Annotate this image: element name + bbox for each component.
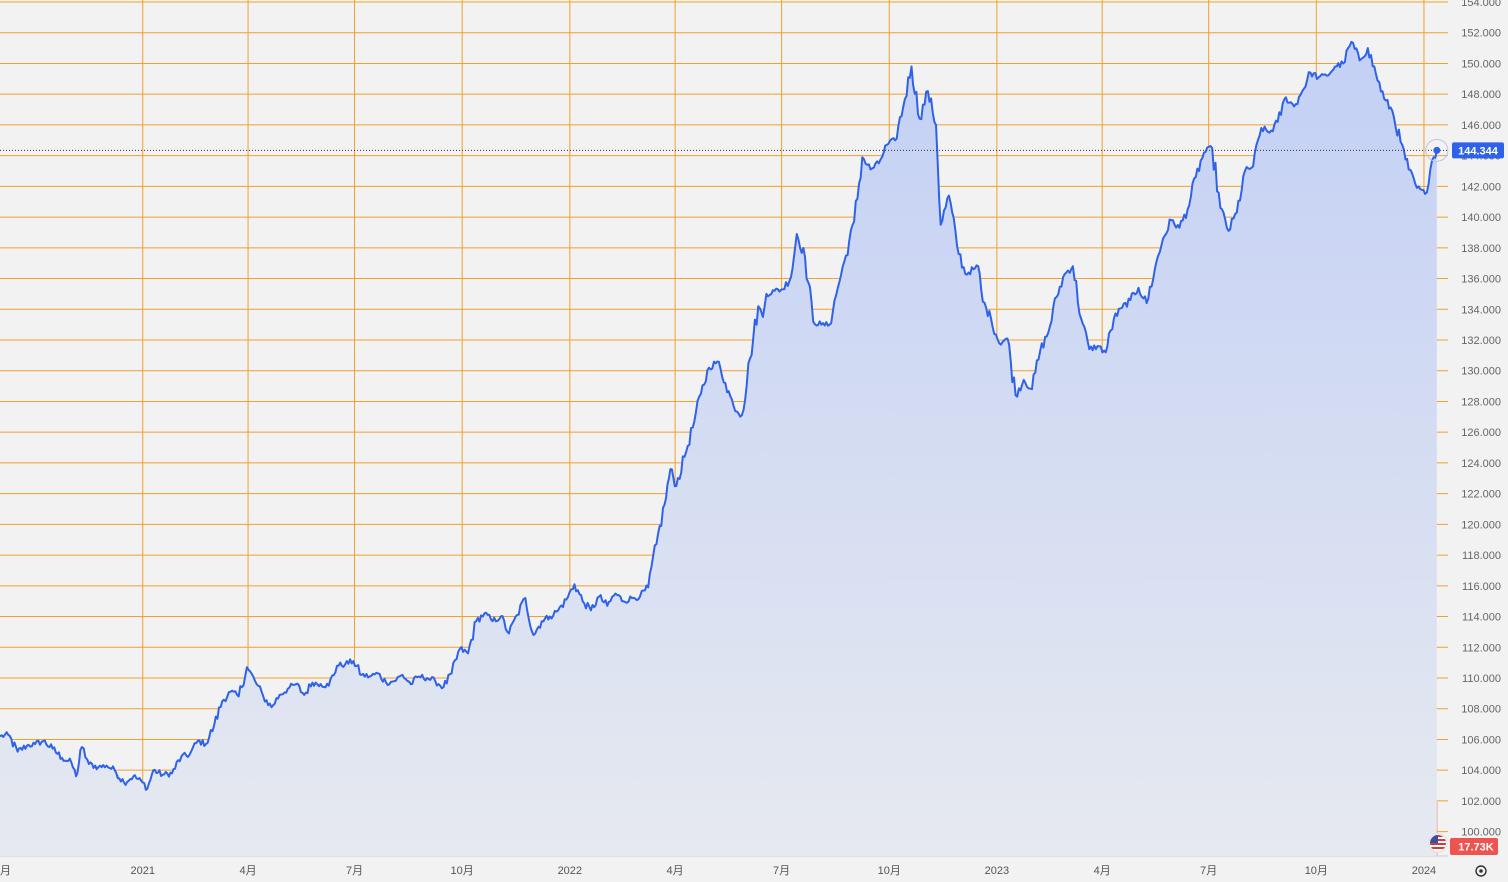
- x-tick-label: 2021: [131, 865, 155, 877]
- x-tick-label: 7月: [346, 865, 363, 877]
- volume-badge: 17.73K: [1428, 833, 1498, 855]
- price-area: [0, 41, 1437, 856]
- y-tick-label: 152.000: [1461, 28, 1501, 40]
- y-tick-label: 106.000: [1461, 734, 1501, 746]
- y-tick-label: 112.000: [1462, 642, 1501, 654]
- y-tick-label: 114.000: [1462, 612, 1501, 624]
- y-tick-label: 136.000: [1461, 274, 1501, 286]
- y-tick-label: 132.000: [1461, 335, 1501, 347]
- y-tick-label: 102.000: [1461, 796, 1501, 808]
- y-tick-label: 116.000: [1462, 581, 1501, 593]
- y-tick-label: 108.000: [1461, 704, 1501, 716]
- y-tick-label: 118.000: [1462, 550, 1501, 562]
- y-tick-label: 150.000: [1461, 58, 1501, 70]
- y-tick-label: 128.000: [1461, 396, 1501, 408]
- y-tick-label: 138.000: [1461, 243, 1501, 255]
- x-tick-label: 10月: [878, 865, 901, 877]
- last-price-badge-bg: [1452, 142, 1504, 159]
- y-tick-label: 148.000: [1461, 89, 1501, 101]
- x-tick-label: 7月: [1200, 865, 1217, 877]
- y-tick-label: 122.000: [1461, 489, 1501, 501]
- y-tick-label: 130.000: [1461, 366, 1501, 378]
- x-tick-label: 月: [0, 865, 11, 877]
- x-tick-label: 2022: [558, 865, 582, 877]
- volume-bar: [1436, 802, 1438, 856]
- x-tick-label: 4月: [667, 865, 684, 877]
- settings-gear-icon[interactable]: [1475, 865, 1487, 877]
- x-tick-label: 7月: [773, 865, 790, 877]
- x-tick-label: 10月: [1305, 865, 1328, 877]
- us-flag-icon: [1428, 833, 1448, 853]
- x-tick-label: 4月: [239, 865, 256, 877]
- y-tick-label: 134.000: [1461, 304, 1501, 316]
- volume-label: 17.73K: [1458, 842, 1494, 854]
- y-tick-label: 154.000: [1461, 0, 1501, 9]
- last-price-dot: [1433, 146, 1441, 154]
- y-tick-label: 100.000: [1461, 827, 1501, 839]
- last-price-label: 144.344: [1458, 145, 1499, 157]
- price-line: [0, 40, 1438, 791]
- x-tick-label: 2024: [1412, 865, 1436, 877]
- y-tick-label: 126.000: [1461, 427, 1501, 439]
- y-tick-label: 124.000: [1461, 458, 1501, 470]
- y-tick-label: 120.000: [1461, 519, 1501, 531]
- x-tick-label: 4月: [1094, 865, 1111, 877]
- last-price-halo: [1425, 138, 1449, 162]
- x-tick-label: 10月: [451, 865, 474, 877]
- y-tick-label: 110.000: [1462, 673, 1501, 685]
- x-tick-label: 2023: [985, 865, 1009, 877]
- y-tick-label: 140.000: [1461, 212, 1501, 224]
- last-price-marker-group: [1425, 138, 1449, 162]
- volume-badge-bg: [1450, 838, 1498, 855]
- x-axis[interactable]: 月 2021 4月 7月 10月 2022 4月 7月 10月 2023 4月 7月 10月 2024: [0, 865, 1436, 877]
- y-tick-label: 104.000: [1461, 765, 1501, 777]
- y-tick-label: 142.000: [1461, 181, 1501, 193]
- y-axis[interactable]: 100.000 102.000 104.000 106.000 108.000 110.0…: [1461, 0, 1501, 839]
- last-price-badge: 144.344: [1452, 142, 1504, 159]
- y-tick-label: 146.000: [1461, 120, 1501, 132]
